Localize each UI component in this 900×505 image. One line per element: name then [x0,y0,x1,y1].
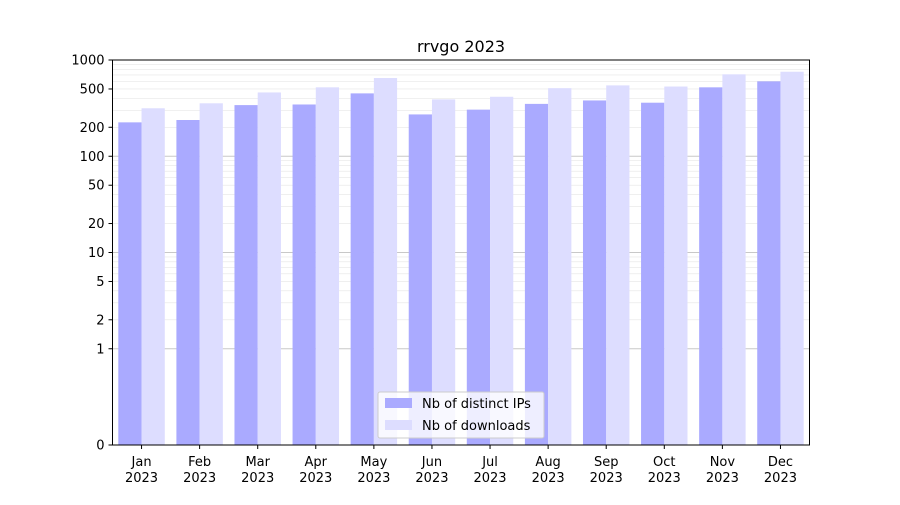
bar-nb-of-downloads-may [373,78,398,446]
y-tick-label: 500 [80,82,105,97]
bar-nb-of-downloads-oct [664,86,688,445]
y-axis-ticks: 0 1 2 5 10 20 50 100 200 500 1000 [71,54,113,454]
x-tick-label-month: Aug [535,455,560,470]
bar-nb-of-downloads-feb [199,103,223,445]
bar-nb-of-distinct-ips-dec [757,81,781,446]
bar-nb-of-distinct-ips-jul [466,109,491,445]
y-tick-label: 5 [96,275,104,290]
x-tick-label-year: 2023 [415,471,448,486]
x-tick-label-year: 2023 [125,471,158,486]
grid-lines [112,64,810,350]
bar-nb-of-distinct-ips-jun [408,114,432,446]
chart-title: rrvgo 2023 [417,37,505,56]
bar-nb-of-distinct-ips-sep [582,100,607,445]
y-tick-label: 50 [88,179,105,194]
y-tick-label: 20 [88,217,105,232]
x-tick-label-month: Apr [305,455,328,470]
bar-nb-of-downloads-mar [257,92,281,445]
bar-nb-of-distinct-ips-mar [234,105,258,445]
bar-nb-of-downloads-sep [606,85,630,446]
bar-nb-of-downloads-apr [315,87,340,445]
legend-label-distinct-ips: Nb of distinct IPs [422,397,531,412]
x-axis-ticks: Jan2023Feb2023Mar2023Apr2023May2023Jun20… [125,445,797,486]
x-tick-label-year: 2023 [648,471,681,486]
bar-nb-of-distinct-ips-jan [118,122,142,446]
bar-nb-of-downloads-nov [722,74,746,446]
legend-swatch-downloads [385,420,412,430]
bar-nb-of-downloads-jan [141,108,165,446]
x-tick-label-month: May [360,455,387,470]
bar-nb-of-downloads-jul [490,96,514,445]
bar-nb-of-distinct-ips-oct [641,102,665,446]
legend-box [377,391,545,439]
x-tick-label-month: Sep [594,455,619,470]
bar-nb-of-downloads-aug [548,88,572,446]
x-tick-label-year: 2023 [764,471,797,486]
bar-nb-of-distinct-ips-may [350,93,374,445]
y-tick-label: 200 [80,121,105,136]
legend-swatch-distinct-ips [385,398,412,408]
y-tick-label: 1 [96,342,104,357]
x-tick-label-month: Oct [653,455,675,470]
bar-nb-of-distinct-ips-nov [699,87,723,445]
x-tick-label-year: 2023 [183,471,216,486]
x-tick-label-year: 2023 [473,471,506,486]
bar-nb-of-downloads-dec [780,71,804,445]
x-tick-label-month: Mar [245,455,270,470]
x-tick-label-year: 2023 [241,471,274,486]
y-tick-label: 1000 [71,54,104,69]
x-tick-label-year: 2023 [357,471,390,486]
y-tick-label: 0 [96,439,104,454]
bar-nb-of-distinct-ips-aug [524,103,549,445]
bar-nb-of-downloads-jun [431,99,456,445]
x-tick-label-month: Nov [710,455,736,470]
bar-nb-of-distinct-ips-apr [292,104,316,445]
y-tick-label: 10 [88,246,105,261]
x-tick-label-month: Feb [188,455,211,470]
x-tick-label-year: 2023 [590,471,623,486]
legend: Nb of distinct IPs Nb of downloads [377,391,545,439]
bar-nb-of-distinct-ips-feb [176,120,200,446]
y-tick-label: 100 [80,150,105,165]
bars [118,71,804,446]
x-tick-label-year: 2023 [532,471,565,486]
legend-label-downloads: Nb of downloads [422,419,531,434]
x-tick-label-year: 2023 [299,471,332,486]
x-tick-label-month: Jan [131,455,152,470]
x-tick-label-month: Dec [768,455,793,470]
x-tick-label-year: 2023 [706,471,739,486]
x-tick-label-month: Jul [481,455,498,470]
y-tick-label: 2 [96,313,104,328]
x-tick-label-month: Jun [421,455,442,470]
